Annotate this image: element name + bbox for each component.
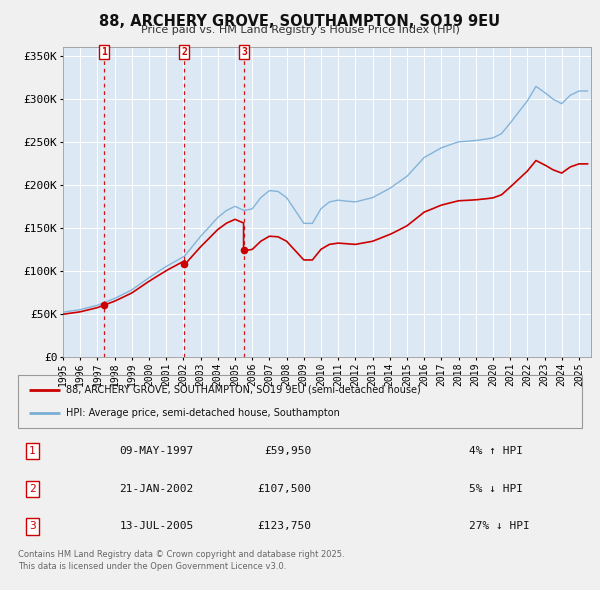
Text: 88, ARCHERY GROVE, SOUTHAMPTON, SO19 9EU (semi-detached house): 88, ARCHERY GROVE, SOUTHAMPTON, SO19 9EU…: [66, 385, 421, 395]
Text: 2: 2: [29, 484, 35, 494]
Text: 21-JAN-2002: 21-JAN-2002: [119, 484, 194, 494]
Text: 09-MAY-1997: 09-MAY-1997: [119, 446, 194, 456]
Text: 1: 1: [101, 47, 107, 57]
Text: HPI: Average price, semi-detached house, Southampton: HPI: Average price, semi-detached house,…: [66, 408, 340, 418]
Text: 4% ↑ HPI: 4% ↑ HPI: [469, 446, 523, 456]
Text: £107,500: £107,500: [257, 484, 311, 494]
Text: Contains HM Land Registry data © Crown copyright and database right 2025.
This d: Contains HM Land Registry data © Crown c…: [18, 550, 344, 571]
Text: £59,950: £59,950: [264, 446, 311, 456]
Text: 5% ↓ HPI: 5% ↓ HPI: [469, 484, 523, 494]
Text: 1: 1: [29, 446, 35, 456]
Text: 2: 2: [181, 47, 187, 57]
Text: 27% ↓ HPI: 27% ↓ HPI: [469, 522, 530, 532]
Text: 88, ARCHERY GROVE, SOUTHAMPTON, SO19 9EU: 88, ARCHERY GROVE, SOUTHAMPTON, SO19 9EU: [100, 14, 500, 28]
Text: 3: 3: [29, 522, 35, 532]
Text: 13-JUL-2005: 13-JUL-2005: [119, 522, 194, 532]
Text: 3: 3: [241, 47, 247, 57]
Text: £123,750: £123,750: [257, 522, 311, 532]
Text: Price paid vs. HM Land Registry's House Price Index (HPI): Price paid vs. HM Land Registry's House …: [140, 25, 460, 35]
